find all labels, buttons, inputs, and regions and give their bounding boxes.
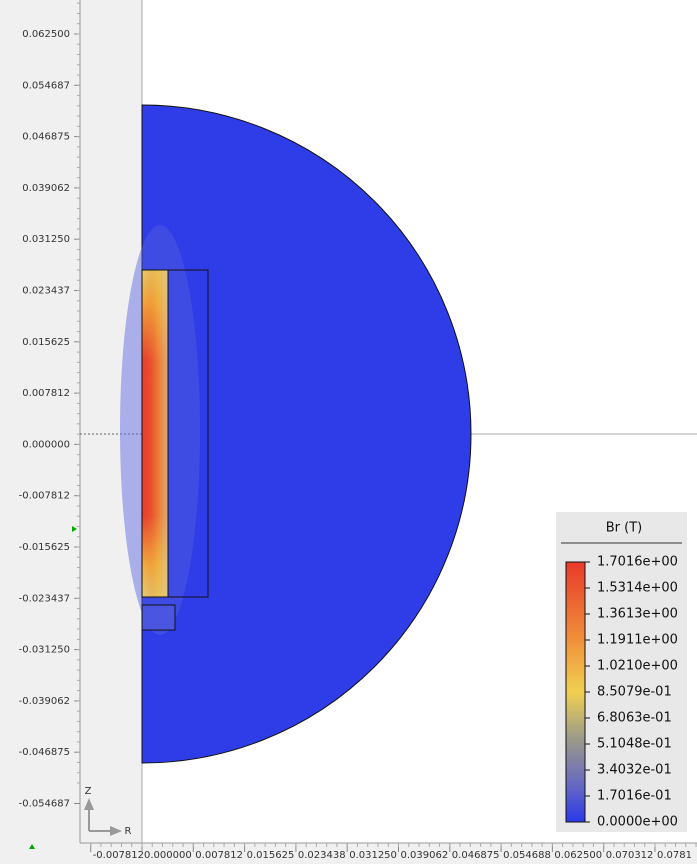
z-label: Z — [85, 786, 92, 797]
z-arrow-head — [84, 798, 94, 810]
legend-label: 3.4032e-01 — [597, 763, 672, 778]
x-tick-label: 0.0781 — [657, 850, 692, 861]
r-arrow-head — [110, 826, 122, 836]
y-tick-label: -0.015625 — [19, 542, 70, 553]
x-tick-label: 0.062500 — [554, 850, 602, 861]
legend-label: 6.8063e-01 — [597, 711, 672, 726]
legend-label: 1.0210e+00 — [597, 659, 678, 674]
x-tick-label: 0.007812 — [195, 850, 243, 861]
x-tick-label: 0.046875 — [452, 850, 500, 861]
legend-label: 8.5079e-01 — [597, 685, 672, 700]
x-tick-label: 0.000000 — [144, 850, 192, 861]
marker — [72, 526, 77, 532]
y-tick-label: 0.007812 — [22, 388, 70, 399]
x-tick-label: -0.007812 — [93, 850, 144, 861]
bottom-ruler — [0, 843, 697, 864]
legend-label: 1.7016e+00 — [597, 555, 678, 570]
y-tick-label: 0.039062 — [22, 183, 70, 194]
y-tick-label: 0.062500 — [22, 29, 70, 40]
x-tick-label: 0.023438 — [298, 850, 346, 861]
legend-label: 1.1911e+00 — [597, 633, 678, 648]
x-tick-label: 0.031250 — [349, 850, 397, 861]
color-bar — [565, 561, 586, 823]
coil-outline — [167, 269, 209, 598]
y-tick-label: 0.015625 — [22, 337, 70, 348]
y-tick-label: -0.054687 — [19, 799, 70, 810]
ruler-panel — [0, 0, 142, 843]
y-tick-label: -0.039062 — [19, 696, 70, 707]
x-tick-label: 0.015625 — [247, 850, 295, 861]
legend-label: 5.1048e-01 — [597, 737, 672, 752]
legend-label: 1.7016e-01 — [597, 789, 672, 804]
block-outline — [141, 604, 176, 631]
legend-label: 1.3613e+00 — [597, 607, 678, 622]
y-tick-label: -0.031250 — [19, 645, 70, 656]
domain — [141, 104, 472, 764]
magnet-outline — [141, 269, 169, 598]
y-tick-label: 0.054687 — [22, 80, 70, 91]
y-tick-label: 0.000000 — [22, 439, 70, 450]
x-tick-label: 0.070312 — [606, 850, 654, 861]
x-tick-label: 0.054688 — [503, 850, 551, 861]
y-tick-label: 0.046875 — [22, 132, 70, 143]
legend-label: 0.0000e+00 — [597, 815, 678, 830]
y-tick-label: 0.031250 — [22, 234, 70, 245]
marker — [29, 844, 35, 849]
y-tick-label: -0.023437 — [19, 593, 70, 604]
y-tick-label: -0.007812 — [19, 491, 70, 502]
y-tick-label: 0.023437 — [22, 286, 70, 297]
x-tick-label: 0.039062 — [401, 850, 449, 861]
legend-title: Br (T) — [606, 521, 642, 536]
y-tick-label: -0.046875 — [19, 747, 70, 758]
legend-label: 1.5314e+00 — [597, 581, 678, 596]
r-label: R — [125, 826, 132, 837]
